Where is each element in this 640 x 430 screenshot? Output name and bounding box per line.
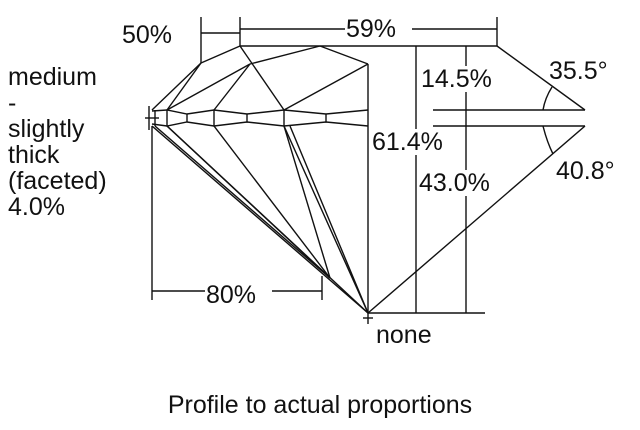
total-depth-label: 61.4% [371,128,444,156]
star-dimension [151,126,323,300]
girdle-thickness-label: medium - slightly thick (faceted) 4.0% [8,64,107,220]
culet-label: none [376,321,432,349]
girdle-label-line: 4.0% [8,193,65,221]
pavilion-angle-label: 40.8° [556,157,615,185]
table-dimension [239,17,498,47]
crown-angle-label: 35.5° [549,57,608,85]
pavilion-depth-label: 43.0% [418,169,491,197]
girdle-label-line: - [8,89,17,117]
right-profile [367,45,586,314]
girdle-label-line: thick [8,141,60,169]
left-profile [145,45,373,324]
star-length-label: 80% [206,281,257,309]
lower-half-dimension [200,17,240,63]
table-label: 59% [346,15,397,43]
girdle-label-line: medium [8,63,97,91]
crown-height-label: 14.5% [420,65,493,93]
diagram-caption: Profile to actual proportions [167,391,473,419]
girdle-label-line: (faceted) [8,167,107,195]
girdle-label-line: slightly [8,115,85,143]
lower-half-label: 50% [122,21,173,49]
